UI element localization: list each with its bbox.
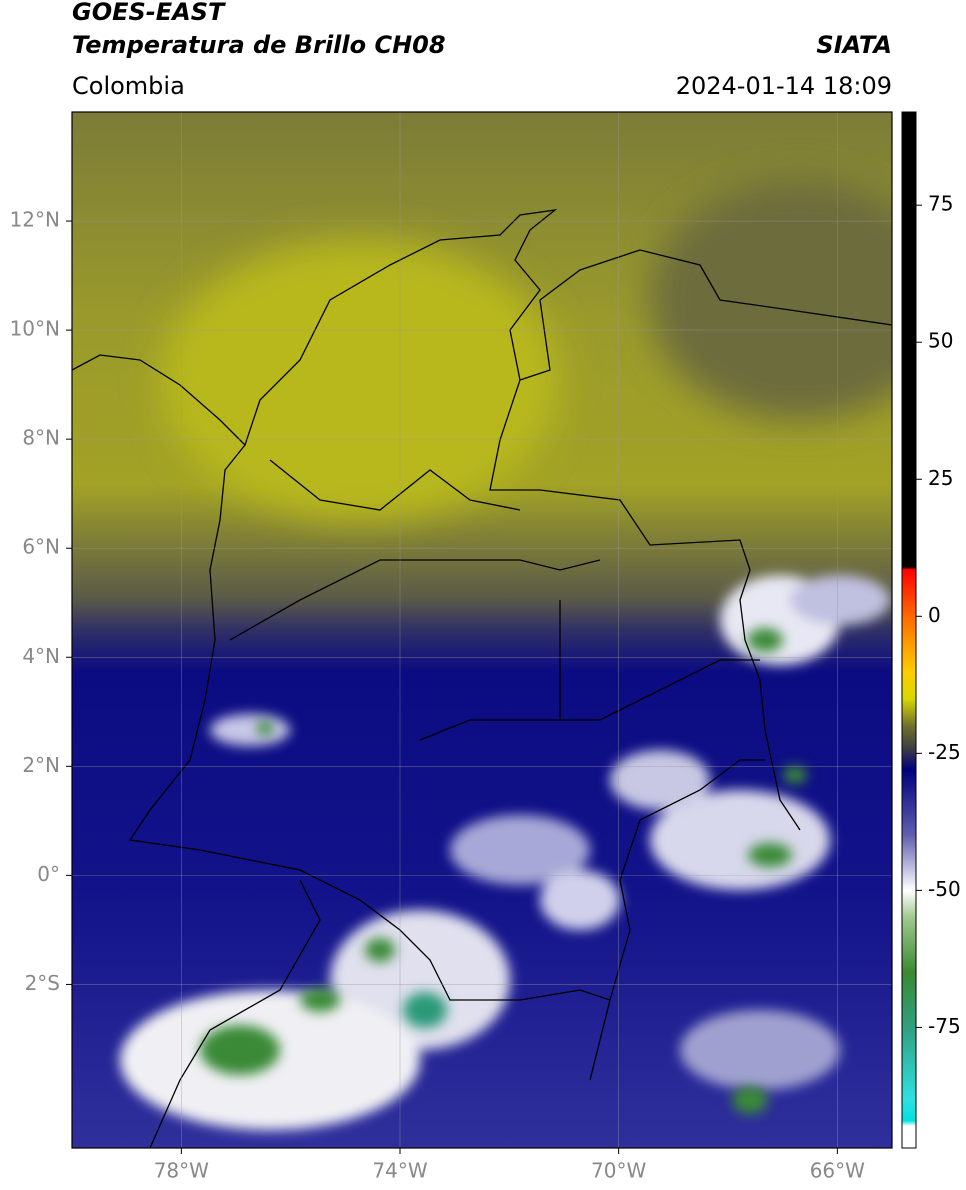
x-tick-label: 66°W bbox=[810, 1159, 865, 1183]
region: Colombia bbox=[72, 72, 185, 100]
source: SIATA bbox=[816, 31, 892, 59]
y-tick-label: 0° bbox=[37, 862, 60, 886]
y-tick-label: 10°N bbox=[10, 317, 60, 341]
colorbar-tick-label: 50 bbox=[928, 329, 953, 353]
map-frame bbox=[71, 111, 893, 1149]
grid bbox=[72, 112, 892, 1148]
y-tick-label: 2°N bbox=[22, 753, 60, 777]
colorbar-tick-label: -50 bbox=[928, 877, 961, 901]
subtitle: Temperatura de Brillo CH08 bbox=[72, 31, 446, 59]
x-tick-label: 78°W bbox=[154, 1159, 209, 1183]
borders bbox=[72, 209, 892, 1148]
colorbar-tick-label: 0 bbox=[928, 603, 941, 627]
colorbar-tick-label: 25 bbox=[928, 466, 953, 490]
warm-area bbox=[160, 240, 560, 520]
y-tick-label: 8°N bbox=[22, 426, 60, 450]
colorbar-tick-label: -75 bbox=[928, 1014, 961, 1038]
colorbar-tick-label: -25 bbox=[928, 740, 961, 764]
imagery bbox=[72, 112, 892, 1148]
cool-area bbox=[650, 180, 892, 420]
colorbar bbox=[901, 111, 917, 1149]
title: GOES-EAST bbox=[72, 0, 226, 26]
y-tick-label: 2°S bbox=[25, 971, 60, 995]
y-tick-label: 6°N bbox=[22, 535, 60, 559]
cold-tops bbox=[200, 628, 807, 1114]
y-tick-label: 12°N bbox=[10, 208, 60, 232]
x-tick-label: 74°W bbox=[372, 1159, 427, 1183]
x-tick-label: 70°W bbox=[591, 1159, 646, 1183]
y-tick-label: 4°N bbox=[22, 644, 60, 668]
colorbar-tick-label: 75 bbox=[928, 192, 953, 216]
datetime: 2024-01-14 18:09 bbox=[676, 72, 892, 100]
